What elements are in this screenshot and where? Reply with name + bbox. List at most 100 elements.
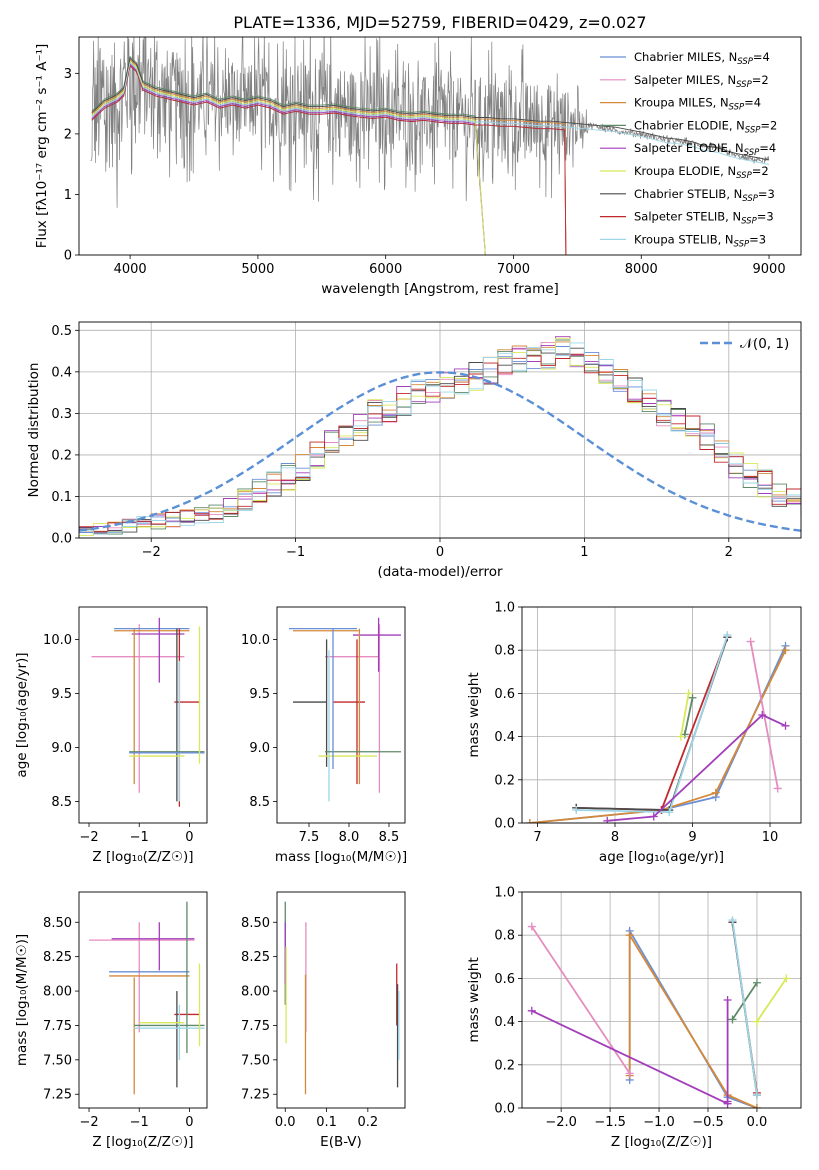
panel-spectrum: 4000 5000 6000 7000 8000 9000 0 1 2 3 wavelength [… [34, 36, 802, 297]
weight-marker [676, 732, 685, 741]
tick-label-x: 4000 [114, 262, 147, 277]
legend-label: Kroupa STELIB, NSSP=3 [634, 232, 766, 249]
tick-label-x: −1.5 [594, 1115, 626, 1130]
tick-label-x: −2 [79, 1115, 98, 1130]
model-curve [91, 64, 567, 255]
tick-label-x: 0.1 [316, 1115, 337, 1130]
weight-marker [723, 1097, 732, 1106]
tick-label-y: 1 [64, 188, 72, 203]
histogram-step [79, 337, 801, 537]
legend-label: Salpeter MILES, NSSP=2 [634, 73, 769, 90]
tick-label-y: 0.2 [51, 448, 72, 463]
weight-series [572, 631, 732, 817]
panel-mass-vs-EBV: 0.0 0.1 0.2 7.25 7.50 7.75 8.00 8.25 8.50 E(B-V) [241, 891, 406, 1150]
tick-label-x: 6000 [369, 262, 402, 277]
weight-line [576, 636, 729, 811]
panel-weight-vs-Z: −2.0 −1.5 −1.0 −0.5 0.0 0.0 0.2 0.4 0.6 0.8 1.0 Z [… [466, 886, 802, 1150]
weight-marker [758, 711, 767, 719]
tick-label-y: 8.50 [241, 916, 270, 931]
histogram-step [79, 342, 801, 535]
weight-marker [752, 1091, 761, 1100]
tick-label-x: 2 [725, 545, 733, 560]
error-point [325, 624, 381, 793]
tick-label-y: 0.2 [494, 773, 515, 788]
tick-label-y: 8.25 [43, 950, 72, 965]
plot-area [90, 37, 770, 255]
tick-label-y: 9.5 [51, 687, 72, 702]
tick-label-y: 0.4 [494, 730, 515, 745]
model-curve [91, 61, 770, 165]
tick-label-y: 0.4 [494, 1015, 515, 1030]
weight-marker [773, 784, 782, 793]
axes-frame [78, 36, 802, 256]
tick-label-x: −1 [130, 1115, 149, 1130]
legend-label: Kroupa ELODIE, NSSP=2 [634, 164, 769, 181]
legend-label: Salpeter STELIB, NSSP=3 [634, 210, 774, 227]
histogram-step [79, 346, 801, 535]
weight-marker [572, 806, 581, 815]
weight-marker [649, 812, 658, 821]
weight-series [525, 641, 790, 823]
weight-marker [752, 1017, 761, 1026]
tick-label-y: 0.3 [51, 407, 72, 422]
tick-label-x: −2.0 [545, 1115, 577, 1130]
weight-marker [711, 788, 720, 797]
histogram-step [79, 342, 801, 533]
weight-marker [782, 974, 791, 983]
tick-label-y: 0.4 [51, 365, 72, 380]
error-point [131, 617, 185, 683]
weight-marker [525, 819, 534, 823]
tick-label-y: 9.0 [249, 741, 270, 756]
tick-label-x: −0.5 [692, 1115, 724, 1130]
tick-label-y: 1.0 [494, 886, 515, 901]
axes-frame [78, 321, 802, 539]
error-point [134, 901, 205, 1053]
tick-label-x: 1 [580, 545, 588, 560]
weight-marker [527, 922, 536, 931]
tick-label-y: 0 [64, 249, 72, 264]
tick-label-y: 0.5 [51, 324, 72, 339]
histogram-step [79, 353, 801, 532]
tick-label-x: 5000 [241, 262, 274, 277]
tick-label-x: 7000 [497, 262, 530, 277]
panel-age-vs-mass: 7.5 8.0 8.5 8.5 9.0 9.5 10.0 mass [log₁₀(M/M☉)] [241, 606, 407, 865]
error-point [293, 639, 328, 767]
tick-label-y: 8.5 [51, 795, 72, 810]
weight-series [752, 974, 791, 1026]
weight-marker [752, 978, 761, 987]
tick-label-x: −2 [79, 830, 98, 845]
tick-label-y: 7.75 [43, 1019, 72, 1034]
x-axis-label: E(B-V) [320, 1134, 362, 1150]
model-curve [91, 58, 567, 255]
weight-series [680, 693, 697, 739]
model-curve [91, 57, 770, 161]
weight-marker [728, 916, 737, 925]
weight-series [572, 633, 732, 815]
figure-title: PLATE=1336, MJD=52759, FIBERID=0429, z=0… [233, 13, 646, 32]
weight-series [572, 633, 732, 815]
tick-label-y: 10.0 [43, 633, 72, 648]
tick-label-x: 8.0 [339, 830, 360, 845]
weight-line [529, 649, 787, 823]
weight-marker [723, 996, 732, 1004]
tick-label-x: 9000 [753, 262, 786, 277]
weight-line [680, 693, 690, 737]
tick-label-x: −1.0 [643, 1115, 675, 1130]
weight-marker [684, 689, 693, 698]
histogram-step [79, 341, 801, 532]
legend-label: Salpeter ELODIE, NSSP=4 [634, 141, 776, 158]
weight-line [731, 919, 758, 1096]
tick-label-y: 7.25 [43, 1088, 72, 1103]
legend: Chabrier MILES, NSSP=4 Salpeter MILES, NS… [600, 50, 777, 249]
tick-label-x: −2 [142, 545, 161, 560]
x-axis-label: Z [log₁₀(Z/Z☉)] [92, 1134, 193, 1150]
y-axis-label: mass [log₁₀(M/M☉)] [14, 934, 30, 1066]
y-axis-label: mass weight [466, 957, 482, 1042]
tick-label-x: 8 [611, 830, 619, 845]
y-axis-label: age [log₁₀(age/yr)] [14, 652, 30, 777]
x-axis-label: age [log₁₀(age/yr)] [599, 849, 724, 865]
x-axis-label: mass [log₁₀(M/M☉)] [275, 849, 407, 865]
error-point [333, 639, 365, 785]
plot-area [525, 631, 790, 823]
